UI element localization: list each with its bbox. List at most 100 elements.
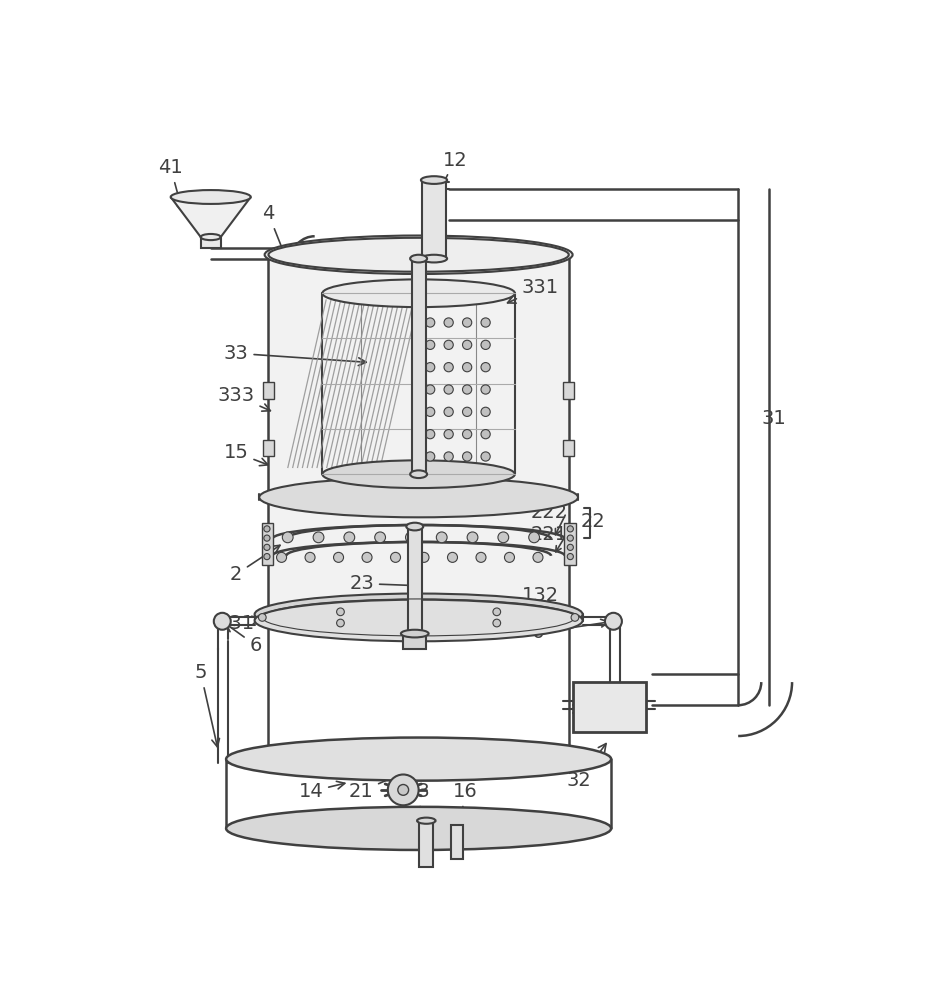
Circle shape xyxy=(263,544,270,550)
Ellipse shape xyxy=(171,190,250,204)
Circle shape xyxy=(263,526,270,532)
Circle shape xyxy=(443,318,452,327)
Bar xyxy=(262,440,273,456)
Circle shape xyxy=(443,452,452,461)
Ellipse shape xyxy=(322,279,514,307)
Ellipse shape xyxy=(400,630,428,637)
Ellipse shape xyxy=(226,738,611,781)
Polygon shape xyxy=(268,255,568,620)
Text: 222: 222 xyxy=(530,503,567,522)
Circle shape xyxy=(462,452,471,461)
Bar xyxy=(572,682,645,732)
Bar xyxy=(403,634,425,649)
Polygon shape xyxy=(171,197,250,237)
Ellipse shape xyxy=(200,234,221,240)
Circle shape xyxy=(425,340,435,349)
Circle shape xyxy=(425,363,435,372)
Circle shape xyxy=(263,554,270,560)
Circle shape xyxy=(436,532,447,543)
Circle shape xyxy=(462,430,471,439)
Ellipse shape xyxy=(406,523,423,530)
Circle shape xyxy=(425,452,435,461)
Ellipse shape xyxy=(322,460,514,488)
Text: 2: 2 xyxy=(230,545,280,584)
Bar xyxy=(407,527,421,642)
Circle shape xyxy=(333,552,343,562)
Circle shape xyxy=(443,340,452,349)
Bar xyxy=(563,440,574,456)
Circle shape xyxy=(498,532,508,543)
Circle shape xyxy=(476,552,486,562)
Circle shape xyxy=(480,430,489,439)
Circle shape xyxy=(566,535,573,541)
Circle shape xyxy=(480,452,489,461)
Circle shape xyxy=(462,363,471,372)
Circle shape xyxy=(282,532,293,543)
Circle shape xyxy=(337,619,344,627)
Circle shape xyxy=(259,614,266,621)
Text: 41: 41 xyxy=(159,158,184,212)
Circle shape xyxy=(344,532,354,543)
Circle shape xyxy=(566,554,573,560)
Text: 331: 331 xyxy=(507,278,558,303)
Circle shape xyxy=(425,318,435,327)
Circle shape xyxy=(425,430,435,439)
Text: 31: 31 xyxy=(761,409,786,428)
Text: 21: 21 xyxy=(349,774,399,801)
Circle shape xyxy=(462,385,471,394)
Circle shape xyxy=(263,535,270,541)
Text: 32: 32 xyxy=(565,744,605,790)
Circle shape xyxy=(375,532,385,543)
Text: 33: 33 xyxy=(223,344,366,366)
Circle shape xyxy=(466,532,477,543)
Text: 6: 6 xyxy=(531,619,608,642)
Bar xyxy=(262,382,273,399)
Ellipse shape xyxy=(410,470,426,478)
Circle shape xyxy=(480,363,489,372)
Circle shape xyxy=(480,385,489,394)
Circle shape xyxy=(425,407,435,416)
Circle shape xyxy=(492,608,500,616)
Text: 333: 333 xyxy=(217,386,270,411)
Text: 4: 4 xyxy=(262,204,286,258)
Circle shape xyxy=(419,552,428,562)
Bar xyxy=(200,237,221,248)
Circle shape xyxy=(462,340,471,349)
Circle shape xyxy=(604,613,621,630)
Ellipse shape xyxy=(254,600,582,641)
Circle shape xyxy=(387,774,418,805)
Text: 16: 16 xyxy=(452,782,476,847)
Circle shape xyxy=(566,544,573,550)
Circle shape xyxy=(462,407,471,416)
Text: 131: 131 xyxy=(217,614,260,633)
Ellipse shape xyxy=(421,255,447,262)
Text: 15: 15 xyxy=(223,443,268,466)
Circle shape xyxy=(480,407,489,416)
Text: 5: 5 xyxy=(195,663,220,747)
Text: 23: 23 xyxy=(349,574,417,593)
Circle shape xyxy=(443,430,452,439)
Ellipse shape xyxy=(226,807,611,850)
Text: 6: 6 xyxy=(226,624,261,655)
Bar xyxy=(564,523,575,565)
Circle shape xyxy=(570,614,578,621)
Bar xyxy=(419,821,433,867)
Circle shape xyxy=(312,532,324,543)
Circle shape xyxy=(213,613,231,630)
Bar xyxy=(421,180,446,259)
Circle shape xyxy=(532,552,542,562)
Circle shape xyxy=(398,785,408,795)
Ellipse shape xyxy=(259,477,578,517)
Circle shape xyxy=(480,340,489,349)
Text: 12: 12 xyxy=(437,151,466,195)
Circle shape xyxy=(337,608,344,616)
Circle shape xyxy=(305,552,314,562)
Ellipse shape xyxy=(421,176,447,184)
Ellipse shape xyxy=(254,594,582,635)
Bar xyxy=(412,259,425,474)
Text: 132: 132 xyxy=(521,586,568,618)
Ellipse shape xyxy=(268,238,568,272)
Circle shape xyxy=(362,552,372,562)
Circle shape xyxy=(425,385,435,394)
Ellipse shape xyxy=(410,255,426,262)
